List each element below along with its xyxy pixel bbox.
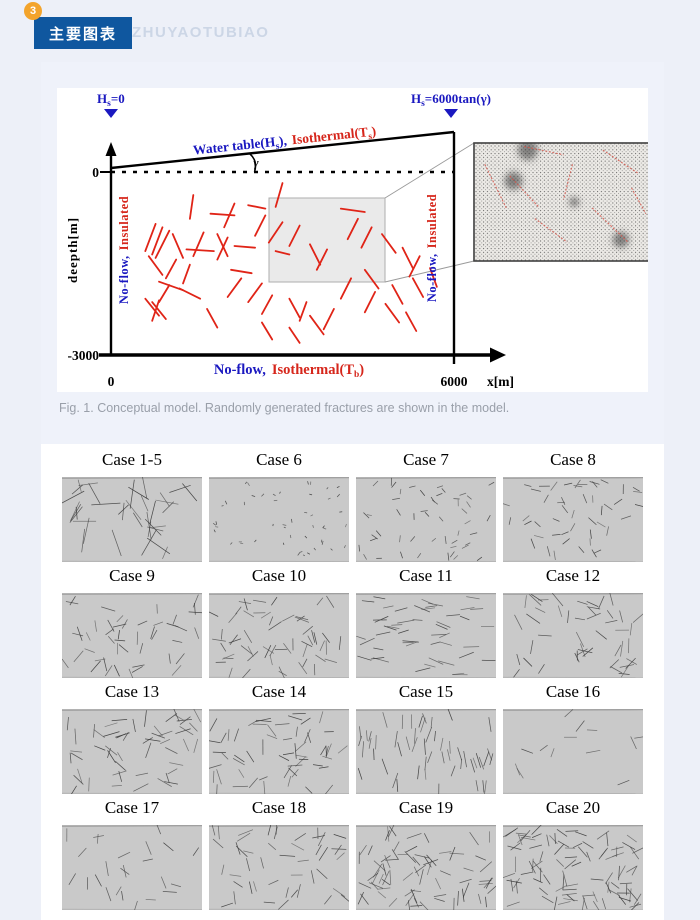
case-panel (62, 593, 202, 678)
case-panel (62, 825, 202, 910)
inset-connector-lines (384, 142, 475, 283)
x-tick-6000: 6000 (441, 374, 468, 389)
case-label: Case 16 (545, 682, 601, 701)
case-panel (209, 477, 349, 562)
case-label: Case 9 (109, 566, 155, 585)
bottom-boundary-label: No-flow, Isothermal(Tb) (214, 362, 364, 380)
case-cell: Case 19 (356, 798, 496, 910)
case-cell: Case 12 (503, 566, 643, 678)
zoom-selection-rect (268, 197, 386, 283)
case-cell: Case 17 (62, 798, 202, 910)
case-label: Case 11 (399, 566, 453, 585)
depth-axis-label: deepth[m] (65, 217, 80, 283)
case-panel (209, 825, 349, 910)
content-card: Hs=0 Hs=6000tan(γ) Water table(Hs), Isoth… (41, 62, 664, 920)
gamma-angle-arc (249, 153, 257, 173)
case-label: Case 10 (251, 566, 307, 585)
case-cell: Case 15 (356, 682, 496, 794)
case-cell: Case 14 (209, 682, 349, 794)
case-panel (503, 477, 643, 562)
case-label: Case 17 (104, 798, 160, 817)
case-panel (209, 593, 349, 678)
case-panel (356, 477, 496, 562)
y-tick-3000: -3000 (68, 348, 100, 363)
x-axis-unit-label: x[m] (487, 374, 514, 389)
section-subtitle: ZHUYAOTUBIAO (132, 24, 270, 41)
case-label: Case 20 (545, 798, 601, 817)
gamma-symbol: γ (253, 156, 259, 170)
fig1-fractures (144, 182, 438, 344)
case-panel (356, 593, 496, 678)
case-label: Case 12 (545, 566, 601, 585)
case-label: Case 13 (104, 682, 160, 701)
hs-left-label: Hs=0 (97, 91, 125, 109)
model-boundaries (99, 130, 506, 364)
case-label: Case 19 (398, 798, 454, 817)
mesh-inset (473, 142, 648, 262)
case-cell: Case 20 (503, 798, 643, 910)
left-boundary-label: No-flow,Insulated (117, 196, 131, 304)
right-boundary-label: No-flow,Insulated (425, 194, 439, 302)
case-cell: Case 13 (62, 682, 202, 794)
case-cell: Case 8 (503, 450, 643, 562)
y-tick-0: 0 (92, 165, 99, 180)
figure1-caption: Fig. 1. Conceptual model. Randomly gener… (59, 401, 510, 415)
water-head-marker-left-icon (104, 109, 118, 118)
case-label: Case 18 (251, 798, 307, 817)
y-axis-arrow-icon (105, 142, 117, 156)
case-panel (209, 709, 349, 794)
case-label: Case 1-5 (102, 450, 162, 469)
figure1-diagram: Hs=0 Hs=6000tan(γ) Water table(Hs), Isoth… (65, 91, 648, 389)
case-panel (503, 709, 643, 794)
case-label: Case 15 (398, 682, 454, 701)
case-cell: Case 16 (503, 682, 643, 794)
water-head-marker-right-icon (444, 109, 458, 118)
case-cell: Case 1-5 (62, 450, 202, 562)
case-panel (503, 825, 643, 910)
hs-right-label: Hs=6000tan(γ) (411, 91, 491, 109)
case-cell: Case 11 (356, 566, 496, 678)
case-panel (62, 477, 202, 562)
x-tick-0: 0 (108, 374, 115, 389)
case-panel (62, 709, 202, 794)
case-panel (503, 593, 643, 678)
case-cell: Case 9 (62, 566, 202, 678)
case-label: Case 7 (403, 450, 449, 469)
case-cell: Case 7 (356, 450, 496, 562)
figure1-image: Hs=0 Hs=6000tan(γ) Water table(Hs), Isoth… (57, 88, 648, 392)
case-panel (356, 709, 496, 794)
figure1-block: Hs=0 Hs=6000tan(γ) Water table(Hs), Isoth… (41, 62, 664, 444)
cases-section: Case 1-5 Case 6 Case 7 Case 8 Case 9 Case 10 C… (41, 444, 664, 920)
section-tab-main-figures[interactable]: 主要图表 (34, 17, 133, 49)
case-cell: Case 18 (209, 798, 349, 910)
mesh-refined-zones (504, 143, 629, 248)
step-badge: 3 (24, 2, 42, 20)
case-cell: Case 10 (209, 566, 349, 678)
case-label: Case 8 (550, 450, 596, 469)
x-axis-arrow-icon (490, 347, 506, 363)
cases-grid: Case 1-5 Case 6 Case 7 Case 8 Case 9 Case 10 C… (62, 450, 643, 910)
inset-fracture-lines (484, 146, 647, 243)
case-label: Case 14 (251, 682, 307, 701)
case-panel (356, 825, 496, 910)
case-cell: Case 6 (209, 450, 349, 562)
case-label: Case 6 (256, 450, 302, 469)
